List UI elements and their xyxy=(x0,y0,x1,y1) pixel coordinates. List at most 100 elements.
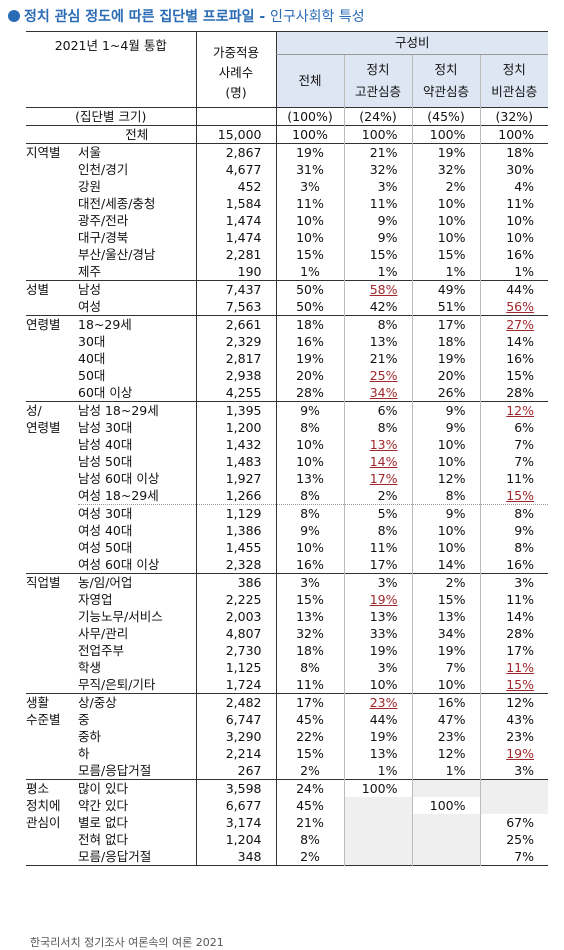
row-group-label xyxy=(26,195,78,212)
row-percent-cell: 20% xyxy=(275,367,345,384)
row-weighted-cases: 1,125 xyxy=(195,659,277,676)
row-percent-cell: 16% xyxy=(479,246,549,263)
percent-value: 100% xyxy=(361,781,398,796)
percent-value: 5% xyxy=(377,506,398,521)
row-percent-cell: 100% xyxy=(479,125,549,144)
source-footer: 한국리서치 정기조사 여론속의 여론 2021 xyxy=(30,936,224,949)
title-main: 정치 관심 정도에 따른 집단별 프로파일 xyxy=(24,9,255,25)
percent-value: 16% xyxy=(506,351,535,366)
row-percent-cell: 15% xyxy=(275,246,345,263)
row-weighted-cases: 2,867 xyxy=(195,143,277,161)
row-weighted-cases: 2,817 xyxy=(195,350,277,367)
table-row: 남성 40대 1,432 10% 13% 10% 7% xyxy=(26,436,549,453)
percent-value: 9% xyxy=(445,506,466,521)
row-weighted-cases: 3,174 xyxy=(195,814,277,831)
row-sub-label: 여성 50대 xyxy=(78,540,133,555)
row-percent-cell: 17% xyxy=(479,642,549,659)
table-row: 평소 많이 있다 3,598 24% 100% xyxy=(26,779,549,797)
row-percent-cell: 3% xyxy=(275,573,345,591)
percent-value: 2% xyxy=(300,763,320,778)
table-row: 무직/은퇴/기타 1,724 11% 10% 10% 15% xyxy=(26,676,549,694)
row-percent-cell: 3% xyxy=(343,178,413,195)
percent-value: 56% xyxy=(506,299,535,314)
percent-value: 10% xyxy=(296,213,324,228)
row-group-label: 생활 xyxy=(26,695,50,710)
row-percent-cell: 11% xyxy=(275,676,345,694)
row-sub-label: 중 xyxy=(78,712,90,727)
percent-value: 27% xyxy=(506,317,535,332)
percent-value: 20% xyxy=(437,368,466,383)
row-weighted-cases: 1,204 xyxy=(195,831,277,848)
row-sub-label: 인천/경기 xyxy=(78,162,129,177)
row-sub-label: 자영업 xyxy=(78,592,113,607)
percent-value: 21% xyxy=(369,351,398,366)
row-percent-cell: 2% xyxy=(275,762,345,780)
row-weighted-cases: 4,677 xyxy=(195,161,277,178)
table-row: 성별 남성 7,437 50% 58% 49% 44% xyxy=(26,280,549,298)
row-percent-cell: 18% xyxy=(479,143,549,161)
row-group-label xyxy=(26,453,78,470)
table-row: 관심이 별로 없다 3,174 21% 67% xyxy=(26,814,549,831)
percent-value: 15% xyxy=(506,677,535,692)
row-percent-cell: 2% xyxy=(275,848,345,866)
row-percent-cell: 16% xyxy=(411,693,481,711)
percent-value: 18% xyxy=(296,317,324,332)
row-percent-cell: 50% xyxy=(275,298,345,316)
row-percent-cell: 13% xyxy=(275,470,345,487)
row-percent-cell: 31% xyxy=(275,161,345,178)
percent-value: 11% xyxy=(296,677,324,692)
percent-value: 7% xyxy=(514,849,535,864)
row-percent-cell: 9% xyxy=(343,229,413,246)
row-percent-cell: 100% xyxy=(343,779,413,797)
row-percent-cell: 10% xyxy=(343,676,413,694)
row-sub-label: 40대 xyxy=(78,351,106,366)
percent-value: 25% xyxy=(506,832,535,847)
row-percent-cell: 43% xyxy=(479,711,549,728)
row-sub-label: 남성 xyxy=(78,282,102,297)
percent-value: 33% xyxy=(369,626,398,641)
percent-value: 13% xyxy=(369,334,398,349)
title-separator: - xyxy=(254,9,271,25)
percent-value: 100% xyxy=(429,798,466,813)
percent-value: 17% xyxy=(369,471,398,486)
col-header-low-interest: 정치 약관심층 xyxy=(411,54,481,108)
row-group-label: 성/ xyxy=(26,403,42,418)
row-percent-cell: 15% xyxy=(411,591,481,608)
percent-value: 16% xyxy=(506,557,535,572)
row-percent-cell: 25% xyxy=(343,367,413,384)
row-percent-cell: 10% xyxy=(479,229,549,246)
row-weighted-cases: 1,474 xyxy=(195,229,277,246)
percent-value: 16% xyxy=(506,247,535,262)
percent-value: 4% xyxy=(514,179,535,194)
row-sub-label: 학생 xyxy=(78,660,102,675)
row-percent-cell: 34% xyxy=(343,384,413,402)
percent-value: 17% xyxy=(437,317,466,332)
row-percent-cell: 32% xyxy=(275,625,345,642)
percent-value: 100% xyxy=(429,127,466,142)
percent-value: 8% xyxy=(445,488,466,503)
row-percent-cell: 45% xyxy=(275,711,345,728)
percent-value: 50% xyxy=(296,282,324,297)
row-percent-cell: 13% xyxy=(343,436,413,453)
row-percent-cell: 7% xyxy=(479,453,549,470)
table-row: 학생 1,125 8% 3% 7% 11% xyxy=(26,659,549,676)
percent-value: 18% xyxy=(437,334,466,349)
row-percent-cell: 8% xyxy=(343,315,413,333)
row-group-label xyxy=(26,263,78,281)
row-percent-cell: 10% xyxy=(411,212,481,229)
table-row: 전업주부 2,730 18% 19% 19% 17% xyxy=(26,642,549,659)
row-group-label xyxy=(26,659,78,676)
percent-value: 10% xyxy=(437,213,466,228)
percent-value: 13% xyxy=(296,471,324,486)
row-sub-label: 남성 18~29세 xyxy=(78,403,159,418)
row-percent-cell: 8% xyxy=(479,539,549,556)
row-weighted-cases: 2,329 xyxy=(195,333,277,350)
row-percent-cell xyxy=(343,848,413,866)
percent-value: 2% xyxy=(300,849,320,864)
row-percent-cell: 51% xyxy=(411,298,481,316)
row-percent-cell xyxy=(343,814,413,831)
row-percent-cell: 19% xyxy=(411,642,481,659)
percent-value: 100% xyxy=(498,127,535,142)
row-weighted-cases: 2,003 xyxy=(195,608,277,625)
row-group-label xyxy=(26,745,78,762)
